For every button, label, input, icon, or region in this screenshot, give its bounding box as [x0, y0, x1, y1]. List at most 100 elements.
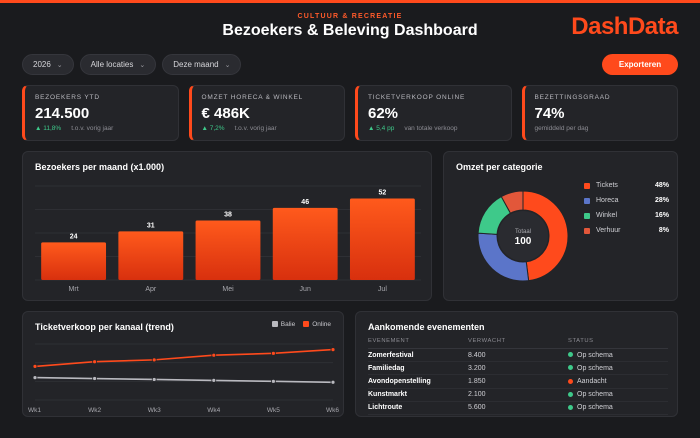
event-expected: 5.600 — [468, 401, 568, 415]
kpi-value: 62% — [368, 105, 399, 122]
kpi-label: BEZETTINGSGRAAD — [534, 94, 611, 101]
legend-item: Balie — [271, 321, 296, 328]
donut-center-label: Totaal — [515, 229, 531, 235]
donut-center-value: 100 — [515, 236, 532, 247]
legend-swatch — [584, 212, 590, 219]
dashboard-kicker: CULTUUR & RECREATIE — [297, 13, 403, 20]
legend-label: Tickets — [596, 182, 618, 189]
status-label: Op schema — [577, 351, 613, 359]
legend-item: Horeca 28% — [584, 193, 669, 208]
legend-label: Winkel — [596, 212, 618, 219]
column-header: EVENEMENT — [368, 338, 468, 349]
status-dot — [568, 365, 573, 371]
legend-item: Tickets 48% — [584, 178, 669, 193]
series-point-online — [330, 347, 336, 352]
status-dot — [568, 405, 573, 410]
bar-value-label: 38 — [224, 211, 232, 218]
event-name: Familiedag — [368, 361, 468, 376]
bar-value-label: 31 — [147, 222, 155, 229]
x-tick-label: Jul — [378, 286, 387, 293]
kpi-card-revenue: OMZET HORECA & WINKEL € 486K ▲ 7,2% t.o.v… — [188, 85, 345, 141]
events-panel: Aankomende evenementen EVENEMENT VERWACH… — [355, 311, 678, 417]
legend-value: 48% — [654, 182, 669, 189]
series-point-balie — [330, 379, 336, 385]
kpi-card-visitors: BEZOEKERS YTD 214.500 ▲ 11,8% t.o.v. vori… — [22, 85, 179, 141]
line-legend: Balie Online — [271, 321, 331, 328]
x-tick-label: Wk5 — [267, 407, 280, 414]
event-status: Op schema — [568, 361, 668, 376]
kpi-delta: ▲ 11,8% — [35, 125, 62, 132]
status-label: Op schema — [577, 404, 613, 412]
kpi-note: van totale verkoop — [404, 125, 458, 132]
ticket-trend-panel: Ticketverkoop per kanaal (trend) Balie O… — [22, 311, 344, 417]
x-tick-label: Mei — [222, 286, 234, 293]
status-dot — [568, 391, 573, 397]
period-filter-value: Deze maand — [173, 60, 219, 69]
kpi-note: t.o.v. vorig jaar — [234, 125, 277, 132]
event-status: Aandacht — [568, 374, 668, 389]
period-filter[interactable]: Deze maand ⌄ — [162, 54, 242, 75]
table-row[interactable]: Avondopenstelling 1.850 Aandacht — [368, 374, 668, 389]
series-point-online — [211, 352, 217, 358]
x-tick-label: Mrt — [69, 286, 79, 293]
table-row[interactable]: Kunstmarkt 2.100 Op schema — [368, 388, 668, 402]
event-expected: 2.100 — [468, 388, 568, 402]
year-filter[interactable]: 2026 ⌄ — [22, 54, 74, 75]
legend-swatch — [584, 227, 590, 234]
legend-label: Horeca — [596, 197, 619, 204]
ticket-trend-chart: Wk1 Wk2 Wk3 Wk4 Wk5 Wk6 — [28, 343, 339, 414]
event-status: Op schema — [568, 348, 668, 363]
kpi-label: TICKETVERKOOP ONLINE — [368, 94, 466, 101]
legend-label: Balie — [280, 321, 296, 328]
page-title: Bezoekers & Beleving Dashboard — [222, 22, 478, 39]
chevron-down-icon: ⌄ — [139, 61, 146, 69]
category-donut-panel: Omzet per categorie Totaal 100 Tickets 48%… — [443, 151, 678, 301]
series-point-online — [92, 359, 97, 365]
legend-value: 28% — [654, 197, 669, 204]
legend-swatch — [584, 182, 590, 189]
table-row[interactable]: Lichtroute 5.600 Op schema — [368, 401, 668, 415]
donut-slice-tickets — [522, 190, 569, 282]
kpi-card-occupancy: BEZETTINGSGRAAD 74% gemiddeld per dag — [521, 85, 678, 141]
series-point-online — [270, 350, 276, 356]
x-tick-label: Wk1 — [28, 407, 41, 414]
x-tick-label: Apr — [145, 286, 157, 293]
kpi-delta: ▲ 5,4 pp — [368, 125, 395, 132]
series-point-online — [151, 357, 157, 363]
visitors-bar-chart: 24 Mrt 31 Apr 38 Mei 46 Jun 52 Jul — [35, 185, 421, 293]
export-button[interactable]: Exporteren — [602, 54, 678, 75]
bar-jun — [272, 207, 338, 280]
location-filter[interactable]: Alle locaties ⌄ — [79, 54, 157, 75]
series-point-online — [32, 364, 38, 369]
status-label: Op schema — [577, 391, 613, 399]
status-dot — [568, 378, 573, 384]
table-row[interactable]: Familiedag 3.200 Op schema — [368, 361, 668, 376]
kpi-label: OMZET HORECA & WINKEL — [201, 94, 304, 101]
table-row[interactable]: Zomerfestival 8.400 Op schema — [368, 348, 668, 363]
legend-swatch — [271, 321, 278, 328]
series-point-balie — [270, 378, 276, 384]
event-status: Op schema — [568, 401, 668, 415]
event-name: Lichtroute — [368, 401, 468, 415]
header: CULTUUR & RECREATIE Bezoekers & Beleving… — [0, 13, 700, 40]
x-tick-label: Wk4 — [207, 407, 220, 414]
status-label: Aandacht — [577, 377, 607, 385]
column-header: VERWACHT — [468, 338, 568, 349]
legend-value: 16% — [654, 212, 669, 219]
series-point-balie — [151, 377, 157, 382]
kpi-row: BEZOEKERS YTD 214.500 ▲ 11,8% t.o.v. vori… — [22, 85, 678, 141]
legend-swatch — [303, 321, 310, 328]
event-expected: 1.850 — [468, 374, 568, 389]
series-point-balie — [92, 376, 97, 381]
legend-item: Online — [303, 321, 331, 328]
panel-title: Aankomende evenementen — [368, 322, 485, 332]
panel-title: Bezoekers per maand (x1.000) — [35, 162, 165, 172]
x-tick-label: Wk2 — [88, 407, 101, 414]
bar-value-label: 46 — [301, 199, 309, 206]
chevron-down-icon: ⌄ — [56, 61, 63, 69]
bar-value-label: 52 — [379, 190, 387, 197]
legend-swatch — [584, 197, 590, 204]
legend-value: 8% — [658, 227, 669, 234]
panel-title: Ticketverkoop per kanaal (trend) — [35, 322, 174, 332]
